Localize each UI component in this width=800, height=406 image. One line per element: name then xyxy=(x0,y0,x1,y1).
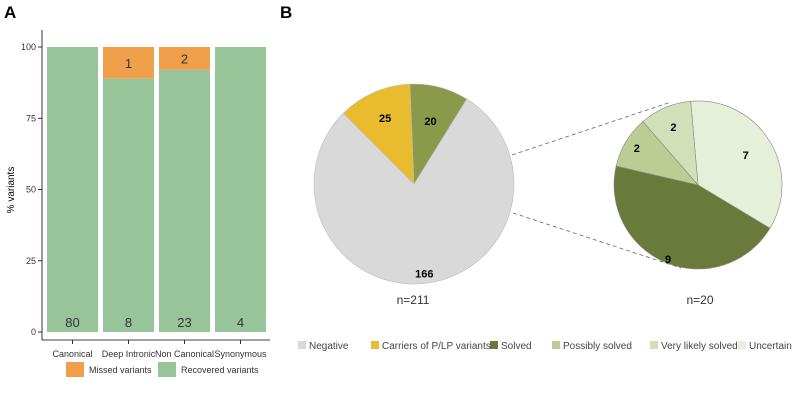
legend-swatch xyxy=(738,341,746,349)
legend-swatch xyxy=(371,341,379,349)
legend-label: Possibly solved xyxy=(563,341,632,352)
pie-slice-solved xyxy=(409,83,468,185)
pie-slice-label: 9 xyxy=(665,254,671,266)
pie-slice-label: 25 xyxy=(379,113,391,125)
y-tick-label: 100 xyxy=(21,42,36,52)
y-axis-title: % variants xyxy=(6,167,17,214)
pie-breakdown-total: n=20 xyxy=(686,293,713,307)
legend-label: Very likely solved xyxy=(661,341,738,352)
legend-label-missed: Missed variants xyxy=(89,365,152,375)
pie-slice-carriers-of-p-lp-variants xyxy=(342,83,415,185)
y-tick-label: 75 xyxy=(26,113,36,123)
bar-recovered-count: 23 xyxy=(177,315,191,330)
legend-swatch xyxy=(490,341,498,349)
bar-missed xyxy=(159,47,210,70)
bar-recovered-count: 8 xyxy=(125,315,132,330)
bar-chart: % variants 0 25 50 75 100 80 1 8 2 23 4 Canonical… xyxy=(6,30,270,359)
panel-label-b: B xyxy=(280,3,292,22)
pie-slice-label: 2 xyxy=(670,122,676,134)
panel-label-a: A xyxy=(4,3,16,22)
y-tick-label: 25 xyxy=(26,256,36,266)
bar-recovered xyxy=(103,78,154,332)
legend-label: Uncertain xyxy=(749,341,792,352)
bar-recovered-count: 4 xyxy=(237,315,244,330)
pie-slice-label: 2 xyxy=(634,143,640,155)
y-tick-label: 0 xyxy=(31,327,36,337)
x-tick-label: Non Canonical xyxy=(155,349,214,359)
bar-missed-count: 2 xyxy=(181,51,188,66)
legend-swatch xyxy=(298,341,306,349)
pie-slice-label: 20 xyxy=(424,116,436,128)
bar-missed-count: 1 xyxy=(125,56,132,71)
legend-label: Carriers of P/LP variants xyxy=(382,341,491,352)
bar-legend: Missed variants Recovered variants xyxy=(66,362,259,377)
legend-swatch-recovered xyxy=(158,362,176,377)
legend-swatch-missed xyxy=(66,362,84,377)
x-tick-label: Deep Intronic xyxy=(102,349,156,359)
pie-slice-label: 7 xyxy=(743,150,749,162)
pie-chart-solved-breakdown: 7 9 2 2 xyxy=(613,100,783,270)
pie-slice-negative xyxy=(313,98,515,285)
bar-recovered-count: 80 xyxy=(65,315,79,330)
pie-overall-total: n=211 xyxy=(397,293,430,307)
y-tick-label: 50 xyxy=(26,185,36,195)
pie-slice-uncertain xyxy=(690,100,783,229)
pie-chart-overall: 166 25 20 xyxy=(313,83,515,285)
legend-label: Negative xyxy=(309,341,349,352)
pie-legend: Negative Carriers of P/LP variants Solved P… xyxy=(298,341,792,352)
pie-slice-label: 166 xyxy=(415,268,433,280)
legend-label-recovered: Recovered variants xyxy=(181,365,259,375)
bar-recovered xyxy=(159,69,210,333)
x-tick-label: Canonical xyxy=(52,349,92,359)
x-tick-label: Synonymous xyxy=(214,349,267,359)
bar-recovered xyxy=(47,47,98,332)
connector-line-bottom xyxy=(512,212,682,269)
bar-recovered xyxy=(215,47,266,332)
legend-label: Solved xyxy=(501,341,532,352)
pie-slice-very-likely-solved xyxy=(642,100,699,186)
legend-swatch xyxy=(650,341,658,349)
legend-swatch xyxy=(552,341,560,349)
bar-missed xyxy=(103,47,154,79)
